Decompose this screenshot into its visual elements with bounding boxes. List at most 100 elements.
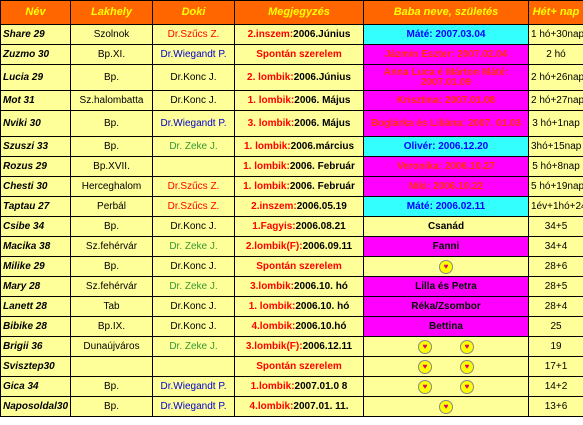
- header-doctor: Doki: [152, 0, 235, 25]
- cell-weeks-days: 19: [528, 336, 583, 357]
- cell-doctor: Dr.Wiegandt P.: [152, 110, 235, 137]
- cell-city: Herceghalom: [70, 176, 153, 197]
- note-date: 2006.10.hó: [295, 321, 347, 332]
- cell-city: Bp.: [70, 216, 153, 237]
- table-row: Chesti 30 Herceghalom Dr.Szűcs Z. 1. lombik…: [0, 176, 583, 197]
- baby-text: Krisztina: 2007.01.08: [396, 94, 496, 106]
- cell-note: 3. lombik:2006. Május: [234, 110, 364, 137]
- baby-text: Olivér: 2006.12.20: [403, 140, 489, 152]
- note-procedure: 1.Fagyis:: [252, 221, 296, 232]
- cell-city: Bp.XI.: [70, 44, 153, 65]
- cell-name: Chesti 30: [0, 176, 71, 197]
- cell-city: Perbál: [70, 196, 153, 217]
- table-row: Brigii 36 Dunaújváros Dr. Zeke J. 3.lombik(…: [0, 336, 583, 357]
- cell-doctor: Dr.Szűcs Z.: [152, 24, 235, 45]
- note-date: 2006.10. hó: [293, 281, 348, 292]
- baby-text: Réka/Zsombor: [411, 300, 481, 312]
- baby-text: Veronika: 2006.10.27: [397, 160, 495, 172]
- header-row: Név Lakhely Doki Megjegyzés Baba neve, s…: [0, 0, 583, 25]
- note-date: 2006.09.11: [302, 241, 353, 252]
- cell-baby: Fanni: [363, 236, 529, 257]
- cell-baby: Olivér: 2006.12.20: [363, 136, 529, 157]
- cell-baby: Réka/Zsombor: [363, 296, 529, 317]
- cell-baby: Lilla és Petra: [363, 276, 529, 297]
- cell-baby: Csanád: [363, 216, 529, 237]
- cell-doctor: Dr.Wiegandt P.: [152, 396, 235, 417]
- cell-weeks-days: 3hó+15nap: [528, 136, 583, 157]
- note-date: 2006.08.21: [295, 221, 346, 232]
- baby-text: Bettina: [429, 320, 463, 332]
- cell-doctor: Dr. Zeke J.: [152, 276, 235, 297]
- baby-text: Lilla és Petra: [415, 280, 477, 292]
- baby-text: Máté: 2007.03.04: [406, 28, 486, 40]
- cell-weeks-days: 14+2: [528, 376, 583, 397]
- cell-name: Share 29: [0, 24, 71, 45]
- cell-doctor: Dr.Szűcs Z.: [152, 196, 235, 217]
- table-row: Lanett 28 Tab Dr.Konc J. 1. lombik:2006.10.…: [0, 296, 583, 317]
- cell-name: Milike 29: [0, 256, 71, 277]
- baby-text: Anna Luca é Márton Máté: 2007.01.09: [383, 66, 509, 88]
- cell-doctor: [152, 156, 235, 177]
- baby-text: Jázmin Eszter: 2007.02.04: [384, 48, 508, 60]
- table-row: Nviki 30 Bp. Dr.Wiegandt P. 3. lombik:2006.…: [0, 110, 583, 137]
- cell-city: Szolnok: [70, 24, 153, 45]
- baby-text: Boglárka és Liliána: 2007. 01.03: [370, 117, 522, 129]
- note-procedure: 1. lombik:: [248, 301, 296, 312]
- note-procedure: 2.lombik(F):: [245, 241, 303, 252]
- cell-note: 2.lombik(F):2006.09.11: [234, 236, 364, 257]
- cell-note: 4.lombik:2006.10.hó: [234, 316, 364, 337]
- cell-baby: ♥: [363, 256, 529, 277]
- note-date: 2006.05.19: [296, 201, 347, 212]
- cell-note: 1. lombik:2006.március: [234, 136, 364, 157]
- note-text: Spontán szerelem: [256, 261, 342, 272]
- cell-city: Sz.fehérvár: [70, 276, 153, 297]
- cell-note: 3.lombik:2006.10. hó: [234, 276, 364, 297]
- note-date: 2006.Június: [293, 72, 351, 83]
- cell-weeks-days: 13+6: [528, 396, 583, 417]
- cell-note: 1.lombik:2007.01.0 8: [234, 376, 364, 397]
- cell-note: 1.Fagyis:2006.08.21: [234, 216, 364, 237]
- cell-doctor: Dr.Konc J.: [152, 90, 235, 111]
- cell-city: Bp.: [70, 136, 153, 157]
- cell-name: Zuzmo 30: [0, 44, 71, 65]
- table-row: Naposoldal30 Bp. Dr.Wiegandt P. 4.lombik:20…: [0, 396, 583, 417]
- heart-icon: ♥: [418, 379, 432, 394]
- table-row: Zuzmo 30 Bp.XI. Dr.Wiegandt P. Spontán szer…: [0, 44, 583, 65]
- table-row: Rozus 29 Bp.XVII. 1. lombik:2006. Február V…: [0, 156, 583, 177]
- heart-icon: ♥: [439, 399, 453, 414]
- cell-doctor: Dr. Zeke J.: [152, 236, 235, 257]
- cell-note: 2. lombik:2006.Június: [234, 64, 364, 91]
- cell-name: Szuszi 33: [0, 136, 71, 157]
- note-date: 2006.10. hó: [295, 301, 350, 312]
- note-procedure: 1.lombik:: [250, 381, 295, 392]
- cell-weeks-days: 5 hó+19nap: [528, 176, 583, 197]
- cell-baby: ♥ ♥: [363, 356, 529, 377]
- cell-city: Bp.: [70, 256, 153, 277]
- baby-text: Fanni: [432, 240, 460, 252]
- note-date: 2007.01.0 8: [294, 381, 348, 392]
- table-row: Csibe 34 Bp. Dr.Konc J. 1.Fagyis:2006.08.21…: [0, 216, 583, 237]
- cell-doctor: Dr.Konc J.: [152, 216, 235, 237]
- cell-doctor: Dr.Wiegandt P.: [152, 376, 235, 397]
- note-procedure: 3. lombik:: [247, 118, 295, 129]
- cell-weeks-days: 17+1: [528, 356, 583, 377]
- note-date: 2006. Május: [294, 95, 351, 106]
- cell-city: [70, 356, 153, 377]
- cell-baby: Anna Luca é Márton Máté: 2007.01.09: [363, 64, 529, 91]
- cell-baby: Boglárka és Liliána: 2007. 01.03: [363, 110, 529, 137]
- note-date: 2006. Február: [289, 181, 355, 192]
- baby-text: Máté: 2006.02.11: [406, 200, 486, 212]
- table-row: Taptau 27 Perbál Dr.Szűcs Z. 2.inszem:2006.…: [0, 196, 583, 217]
- cell-baby: Jázmin Eszter: 2007.02.04: [363, 44, 529, 65]
- cell-note: 1. lombik:2006.10. hó: [234, 296, 364, 317]
- cell-city: Sz.halombatta: [70, 90, 153, 111]
- cell-weeks-days: 5 hó+8nap: [528, 156, 583, 177]
- cell-note: 1. lombik:2006. Május: [234, 90, 364, 111]
- heart-icon: ♥: [460, 359, 474, 374]
- cell-doctor: Dr. Zeke J.: [152, 336, 235, 357]
- cell-name: Mary 28: [0, 276, 71, 297]
- note-procedure: 4.lombik:: [251, 321, 296, 332]
- note-date: 2006.Június: [293, 29, 351, 40]
- cell-city: Dunaújváros: [70, 336, 153, 357]
